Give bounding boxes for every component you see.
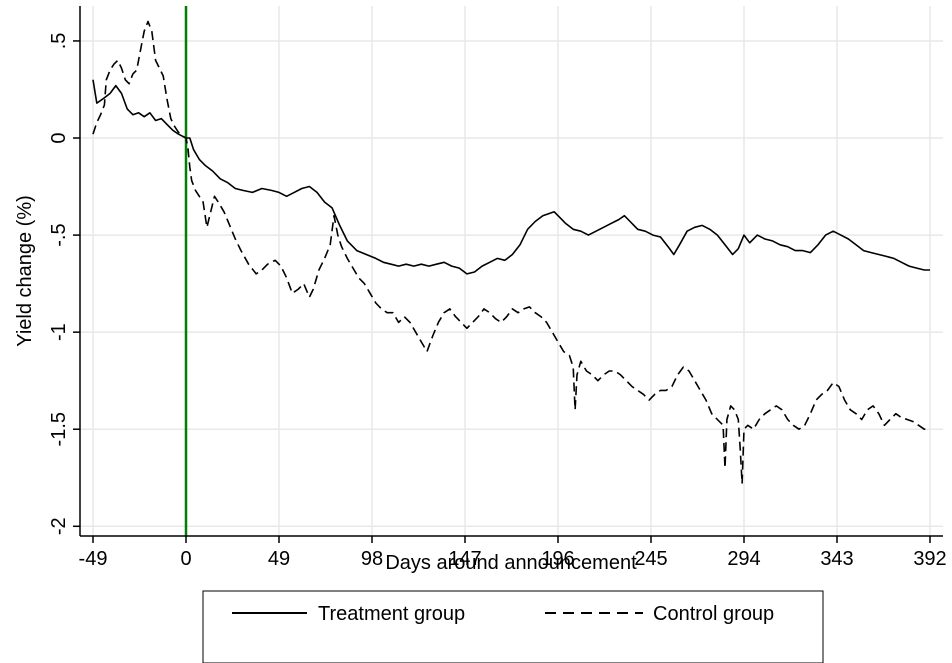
x-axis-title: Days around announcement (385, 552, 637, 574)
x-tick-label: 294 (727, 548, 760, 570)
series-group (92, 20, 930, 485)
legend: Treatment group Control group (202, 590, 824, 663)
legend-box (202, 590, 824, 663)
x-tick-label: 49 (268, 548, 290, 570)
x-tick-label: 392 (913, 548, 946, 570)
x-tick-label: -49 (79, 548, 108, 570)
y-axis-ticks: -2 -1.5 -1 -.5 0 .5 (48, 33, 80, 535)
x-tick-label: 0 (180, 548, 191, 570)
x-axis-ticks: -49 0 49 98 147 196 245 294 343 392 (79, 536, 947, 570)
x-tick-label: 196 (541, 548, 574, 570)
x-tick-label: 245 (634, 548, 667, 570)
x-tick-label: 98 (361, 548, 383, 570)
legend-label-treatment: Treatment group (318, 603, 465, 625)
axes (79, 6, 943, 537)
x-tick-label: 147 (448, 548, 481, 570)
control-series-line (92, 20, 930, 485)
y-tick-label: -2 (48, 517, 70, 535)
y-tick-label: .5 (48, 33, 70, 50)
legend-label-control: Control group (653, 603, 774, 625)
treatment-series-line (92, 79, 930, 275)
y-tick-label: 0 (48, 132, 70, 143)
y-tick-label: -.5 (48, 223, 70, 246)
y-tick-label: -1.5 (48, 412, 70, 446)
y-tick-label: -1 (48, 323, 70, 341)
y-axis-title: Yield change (%) (14, 195, 36, 347)
grid (80, 6, 943, 536)
x-tick-label: 343 (820, 548, 853, 570)
plot-background (80, 6, 943, 536)
